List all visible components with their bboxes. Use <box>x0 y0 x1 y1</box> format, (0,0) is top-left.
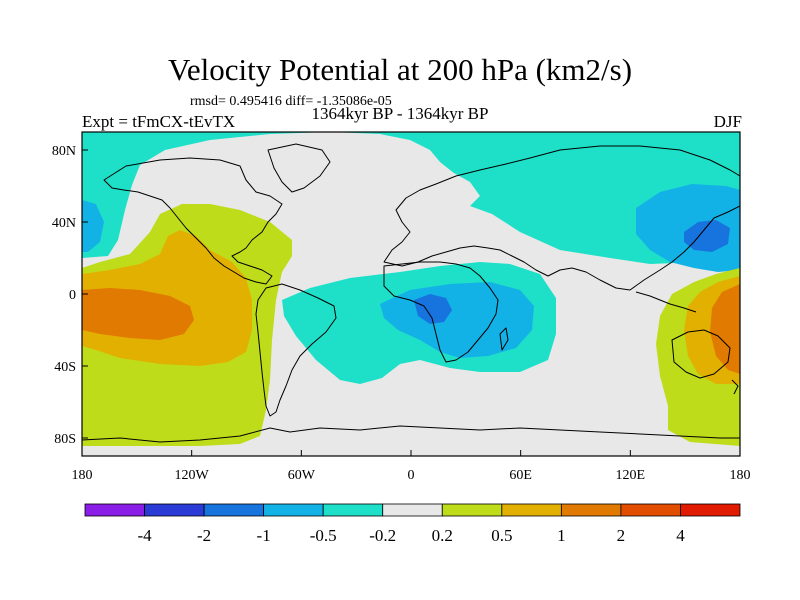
x-tick-label: 180 <box>730 468 751 483</box>
region-positive-west-pacific-core <box>710 284 740 374</box>
colorbar-swatch <box>441 503 503 517</box>
y-tick-label: 0 <box>69 288 76 303</box>
colorbar-label: -2 <box>197 526 211 545</box>
region-negative-east-asia-core <box>684 220 730 252</box>
coastline-north-america <box>103 157 283 285</box>
colorbar-swatch <box>203 503 265 517</box>
coastline-eurasia <box>383 145 740 291</box>
colorbar: -4 -2 -1 -0.5 -0.2 0.2 0.5 1 2 4 <box>84 503 741 545</box>
x-tick-label: 180 <box>72 468 93 483</box>
x-tick-label: 60W <box>288 468 316 483</box>
x-tick-label: 120E <box>616 468 646 483</box>
x-tick-label: 120W <box>175 468 210 483</box>
colorbar-swatch <box>620 503 681 517</box>
colorbar-swatch <box>501 503 562 517</box>
coastlines <box>82 143 740 443</box>
colorbar-label: 0.5 <box>491 526 512 545</box>
colorbar-label: 0.2 <box>432 526 453 545</box>
colorbar-swatch <box>84 503 145 517</box>
y-tick-label: 80N <box>52 144 76 159</box>
coastline-new-zealand <box>731 379 739 395</box>
coastline-greenland <box>267 143 331 193</box>
coastline-south-america <box>255 283 337 417</box>
colorbar-swatch <box>680 503 741 517</box>
region-negative-africa-core <box>414 294 452 324</box>
period-label: 1364kyr BP - 1364kyr BP <box>311 104 489 123</box>
y-tick-label: 40N <box>52 216 76 231</box>
colorbar-swatch <box>263 503 324 517</box>
field-layer <box>82 132 740 456</box>
coastline-madagascar <box>499 327 509 351</box>
colorbar-label: 2 <box>617 526 626 545</box>
colorbar-swatch <box>382 503 443 517</box>
coastline-australia <box>671 329 731 379</box>
chart-title: Velocity Potential at 200 hPa (km2/s) <box>167 52 633 87</box>
x-tick-label: 0 <box>408 468 415 483</box>
colorbar-label: -1 <box>257 526 271 545</box>
y-axis: 80N 40N 0 40S 80S <box>52 144 88 447</box>
colorbar-swatch <box>322 503 384 517</box>
colorbar-label: 4 <box>676 526 685 545</box>
colorbar-label: -0.2 <box>369 526 396 545</box>
colorbar-swatch <box>144 503 205 517</box>
stats-label: rmsd= 0.495416 diff= -1.35086e-05 <box>190 94 392 109</box>
y-tick-label: 40S <box>54 360 76 375</box>
season-label: DJF <box>713 112 742 131</box>
region-negative-northeast-pacific <box>82 200 104 252</box>
coastline-antarctica <box>82 425 740 443</box>
x-axis: 180 120W 60W 0 60E 120E 180 <box>72 450 751 483</box>
y-tick-label: 80S <box>54 432 76 447</box>
x-tick-label: 60E <box>509 468 532 483</box>
coastline-indonesia <box>635 291 697 313</box>
colorbar-swatch <box>560 503 622 517</box>
colorbar-label: 1 <box>557 526 566 545</box>
colorbar-label: -4 <box>137 526 152 545</box>
colorbar-label: -0.5 <box>310 526 337 545</box>
region-negative-north <box>82 132 740 264</box>
coastline-africa <box>383 261 499 363</box>
experiment-label: Expt = tFmCX-tEvTX <box>82 112 236 131</box>
region-positive-east-pacific-core <box>82 288 194 340</box>
